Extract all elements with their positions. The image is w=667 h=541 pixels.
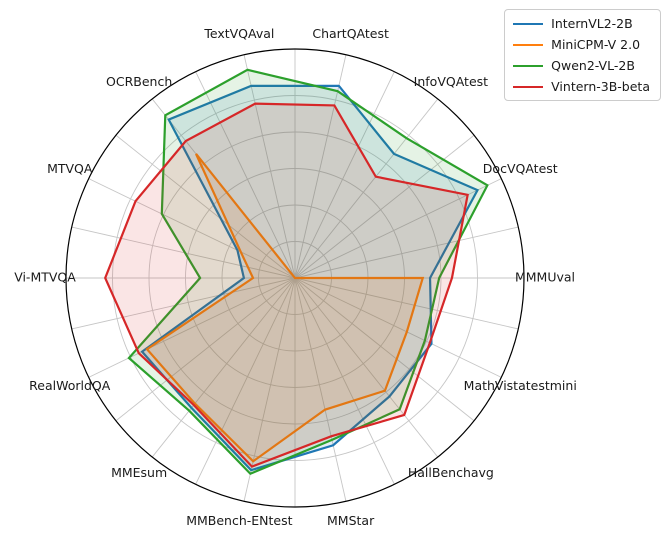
radial-gridline — [294, 71, 395, 279]
radial-gridline — [294, 277, 502, 378]
series-fill — [105, 103, 468, 467]
outer-spine-circle — [65, 48, 525, 508]
legend-item-InternVL2-2B: InternVL2-2B — [513, 16, 650, 31]
legend-line-swatch — [513, 22, 544, 25]
legend-item-Qwen2-VL-2B: Qwen2-VL-2B — [513, 58, 650, 73]
series-outline — [145, 153, 425, 463]
radial-gridline — [71, 226, 296, 279]
axis-label-MMMUval: MMMUval — [515, 270, 575, 285]
radial-gridline — [294, 277, 439, 458]
series-MiniCPM-V-2-0 — [145, 153, 425, 463]
radial-gridline — [243, 277, 296, 502]
radial-gridline — [115, 134, 296, 279]
radial-gridline — [294, 277, 519, 330]
axis-labels: MMMUval DocVQAtest InfoVQAtest ChartQAtest T… — [14, 26, 577, 528]
legend: InternVL2-2B MiniCPM-V 2.0 Qwen2-VL-2B Vint… — [504, 9, 661, 101]
radial-gridline — [88, 178, 296, 279]
radial-gridline — [195, 71, 296, 279]
radial-gridline — [243, 54, 296, 279]
radial-gridline — [151, 277, 296, 458]
radial-gridline — [115, 277, 296, 422]
legend-line-swatch — [513, 43, 544, 46]
legend-label: InternVL2-2B — [551, 16, 633, 31]
radial-gridline — [88, 277, 296, 378]
radial-gridline — [71, 277, 296, 330]
axis-label-HallBenchavg: HallBenchavg — [408, 465, 494, 480]
radial-gridline — [294, 98, 439, 279]
axis-label-MMEsum: MMEsum — [111, 465, 167, 480]
series-outline — [127, 68, 489, 476]
legend-item-Vintern-3B-beta: Vintern-3B-beta — [513, 79, 650, 94]
axis-label-Vi-MTVQA: Vi-MTVQA — [14, 270, 76, 285]
radial-gridline — [294, 277, 347, 502]
legend-label: MiniCPM-V 2.0 — [551, 37, 641, 52]
series-fill — [128, 69, 488, 474]
legend-item-MiniCPM-V-2-0: MiniCPM-V 2.0 — [513, 37, 650, 52]
axis-label-OCRBench: OCRBench — [106, 74, 172, 89]
legend-line-swatch — [513, 64, 544, 67]
series-fill — [147, 153, 423, 462]
radial-gridline — [294, 277, 475, 422]
radial-gridline — [294, 226, 519, 279]
axis-label-InfoVQAtest: InfoVQAtest — [414, 74, 488, 89]
axis-label-RealWorldQA: RealWorldQA — [29, 378, 111, 393]
axis-label-TextVQAval: TextVQAval — [203, 26, 274, 41]
series-Vintern-3B-beta — [104, 102, 469, 468]
legend-line-swatch — [513, 85, 544, 88]
legend-label: Vintern-3B-beta — [551, 79, 650, 94]
series-outline — [104, 102, 469, 468]
axis-label-DocVQAtest: DocVQAtest — [483, 161, 558, 176]
radial-gridline — [294, 277, 395, 485]
series-outline — [140, 84, 480, 472]
axis-label-MTVQA: MTVQA — [47, 161, 93, 176]
axis-label-MMStar: MMStar — [327, 513, 375, 528]
radial-gridline — [195, 277, 296, 485]
axis-label-ChartQAtest: ChartQAtest — [312, 26, 389, 41]
axis-label-MathVistatestmini: MathVistatestmini — [464, 378, 577, 393]
axis-label-MMBench-ENtest: MMBench-ENtest — [186, 513, 292, 528]
legend-label: Qwen2-VL-2B — [551, 58, 635, 73]
series-Qwen2-VL-2B — [127, 68, 489, 476]
